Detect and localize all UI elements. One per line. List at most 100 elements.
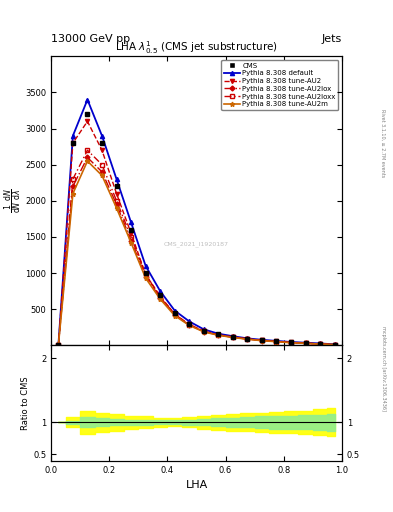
Pythia 8.308 tune-AU2m: [158, 296, 163, 302]
Pythia 8.308 default: [260, 337, 264, 343]
Pythia 8.308 default: [71, 133, 75, 139]
CMS: [216, 331, 221, 337]
Pythia 8.308 tune-AU2lox: [100, 169, 105, 175]
Pythia 8.308 default: [85, 97, 90, 103]
Pythia 8.308 tune-AU2lox: [303, 340, 308, 346]
Pythia 8.308 tune-AU2loxx: [318, 341, 323, 347]
Pythia 8.308 default: [143, 263, 148, 269]
Pythia 8.308 tune-AU2: [245, 336, 250, 342]
Pythia 8.308 tune-AU2lox: [173, 312, 177, 318]
Pythia 8.308 tune-AU2lox: [332, 342, 337, 348]
Pythia 8.308 tune-AU2: [100, 147, 105, 153]
Line: Pythia 8.308 tune-AU2lox: Pythia 8.308 tune-AU2lox: [57, 156, 336, 347]
CMS: [85, 111, 90, 117]
Pythia 8.308 tune-AU2loxx: [289, 339, 294, 346]
Pythia 8.308 tune-AU2lox: [71, 183, 75, 189]
Pythia 8.308 tune-AU2loxx: [129, 234, 134, 240]
Pythia 8.308 default: [289, 339, 294, 345]
Pythia 8.308 tune-AU2: [187, 321, 192, 327]
Pythia 8.308 default: [114, 176, 119, 182]
Pythia 8.308 tune-AU2m: [274, 338, 279, 345]
Pythia 8.308 tune-AU2m: [143, 275, 148, 281]
Pythia 8.308 tune-AU2loxx: [143, 271, 148, 278]
Pythia 8.308 tune-AU2: [274, 338, 279, 345]
Pythia 8.308 tune-AU2lox: [231, 334, 235, 340]
Pythia 8.308 default: [129, 219, 134, 225]
CMS: [129, 227, 134, 233]
Pythia 8.308 tune-AU2: [231, 334, 235, 340]
Pythia 8.308 tune-AU2lox: [114, 201, 119, 207]
CMS: [187, 321, 192, 327]
Pythia 8.308 tune-AU2: [158, 293, 163, 299]
Pythia 8.308 tune-AU2: [318, 341, 323, 347]
CMS: [173, 310, 177, 316]
Title: LHA $\lambda^{1}_{0.5}$ (CMS jet substructure): LHA $\lambda^{1}_{0.5}$ (CMS jet substru…: [115, 39, 278, 56]
Pythia 8.308 tune-AU2m: [85, 158, 90, 164]
Pythia 8.308 tune-AU2m: [303, 340, 308, 347]
Pythia 8.308 default: [173, 308, 177, 314]
Pythia 8.308 default: [332, 342, 337, 348]
Pythia 8.308 tune-AU2: [216, 332, 221, 338]
CMS: [289, 339, 294, 346]
Pythia 8.308 tune-AU2m: [129, 240, 134, 246]
Line: Pythia 8.308 tune-AU2loxx: Pythia 8.308 tune-AU2loxx: [57, 148, 336, 347]
Pythia 8.308 tune-AU2loxx: [187, 322, 192, 328]
Pythia 8.308 tune-AU2m: [56, 342, 61, 348]
Pythia 8.308 tune-AU2lox: [260, 337, 264, 344]
Line: CMS: CMS: [56, 112, 337, 348]
X-axis label: LHA: LHA: [185, 480, 208, 490]
Pythia 8.308 tune-AU2loxx: [332, 342, 337, 348]
Pythia 8.308 tune-AU2loxx: [56, 342, 61, 348]
Pythia 8.308 tune-AU2lox: [289, 339, 294, 346]
Pythia 8.308 tune-AU2loxx: [85, 147, 90, 153]
Pythia 8.308 default: [231, 333, 235, 339]
Pythia 8.308 default: [202, 326, 206, 332]
Pythia 8.308 tune-AU2loxx: [245, 336, 250, 342]
CMS: [202, 328, 206, 334]
Y-axis label: Ratio to CMS: Ratio to CMS: [21, 376, 30, 430]
Pythia 8.308 default: [100, 133, 105, 139]
CMS: [245, 336, 250, 342]
CMS: [158, 292, 163, 298]
Pythia 8.308 tune-AU2m: [318, 341, 323, 347]
CMS: [56, 342, 61, 348]
Pythia 8.308 tune-AU2lox: [129, 238, 134, 244]
CMS: [274, 338, 279, 345]
Pythia 8.308 tune-AU2loxx: [202, 328, 206, 334]
CMS: [114, 183, 119, 189]
Pythia 8.308 tune-AU2m: [114, 205, 119, 211]
Pythia 8.308 tune-AU2lox: [143, 273, 148, 280]
Pythia 8.308 default: [56, 342, 61, 348]
CMS: [332, 342, 337, 348]
Pythia 8.308 tune-AU2m: [260, 337, 264, 344]
Pythia 8.308 tune-AU2lox: [318, 341, 323, 347]
Pythia 8.308 tune-AU2lox: [274, 338, 279, 345]
Line: Pythia 8.308 tune-AU2m: Pythia 8.308 tune-AU2m: [56, 159, 337, 348]
Pythia 8.308 tune-AU2loxx: [71, 176, 75, 182]
Pythia 8.308 tune-AU2lox: [56, 342, 61, 348]
Pythia 8.308 tune-AU2: [332, 342, 337, 348]
Pythia 8.308 tune-AU2m: [289, 339, 294, 346]
Pythia 8.308 tune-AU2m: [187, 322, 192, 328]
Pythia 8.308 tune-AU2loxx: [231, 334, 235, 340]
Pythia 8.308 tune-AU2lox: [158, 294, 163, 301]
Text: 13000 GeV pp: 13000 GeV pp: [51, 33, 130, 44]
Pythia 8.308 default: [158, 288, 163, 294]
Pythia 8.308 tune-AU2: [202, 328, 206, 334]
Pythia 8.308 default: [303, 339, 308, 346]
CMS: [260, 337, 264, 343]
Pythia 8.308 tune-AU2loxx: [303, 340, 308, 346]
Pythia 8.308 tune-AU2loxx: [274, 338, 279, 345]
Pythia 8.308 tune-AU2: [71, 140, 75, 146]
Pythia 8.308 tune-AU2: [143, 271, 148, 278]
Pythia 8.308 tune-AU2loxx: [260, 337, 264, 344]
Pythia 8.308 tune-AU2: [260, 337, 264, 344]
Text: mcplots.cern.ch [arXiv:1306.3436]: mcplots.cern.ch [arXiv:1306.3436]: [381, 326, 386, 411]
Pythia 8.308 tune-AU2lox: [216, 332, 221, 338]
Line: Pythia 8.308 default: Pythia 8.308 default: [56, 98, 337, 347]
Pythia 8.308 tune-AU2m: [202, 329, 206, 335]
CMS: [231, 333, 235, 339]
Pythia 8.308 tune-AU2m: [245, 336, 250, 343]
CMS: [100, 140, 105, 146]
Text: CMS_2021_I1920187: CMS_2021_I1920187: [164, 241, 229, 247]
